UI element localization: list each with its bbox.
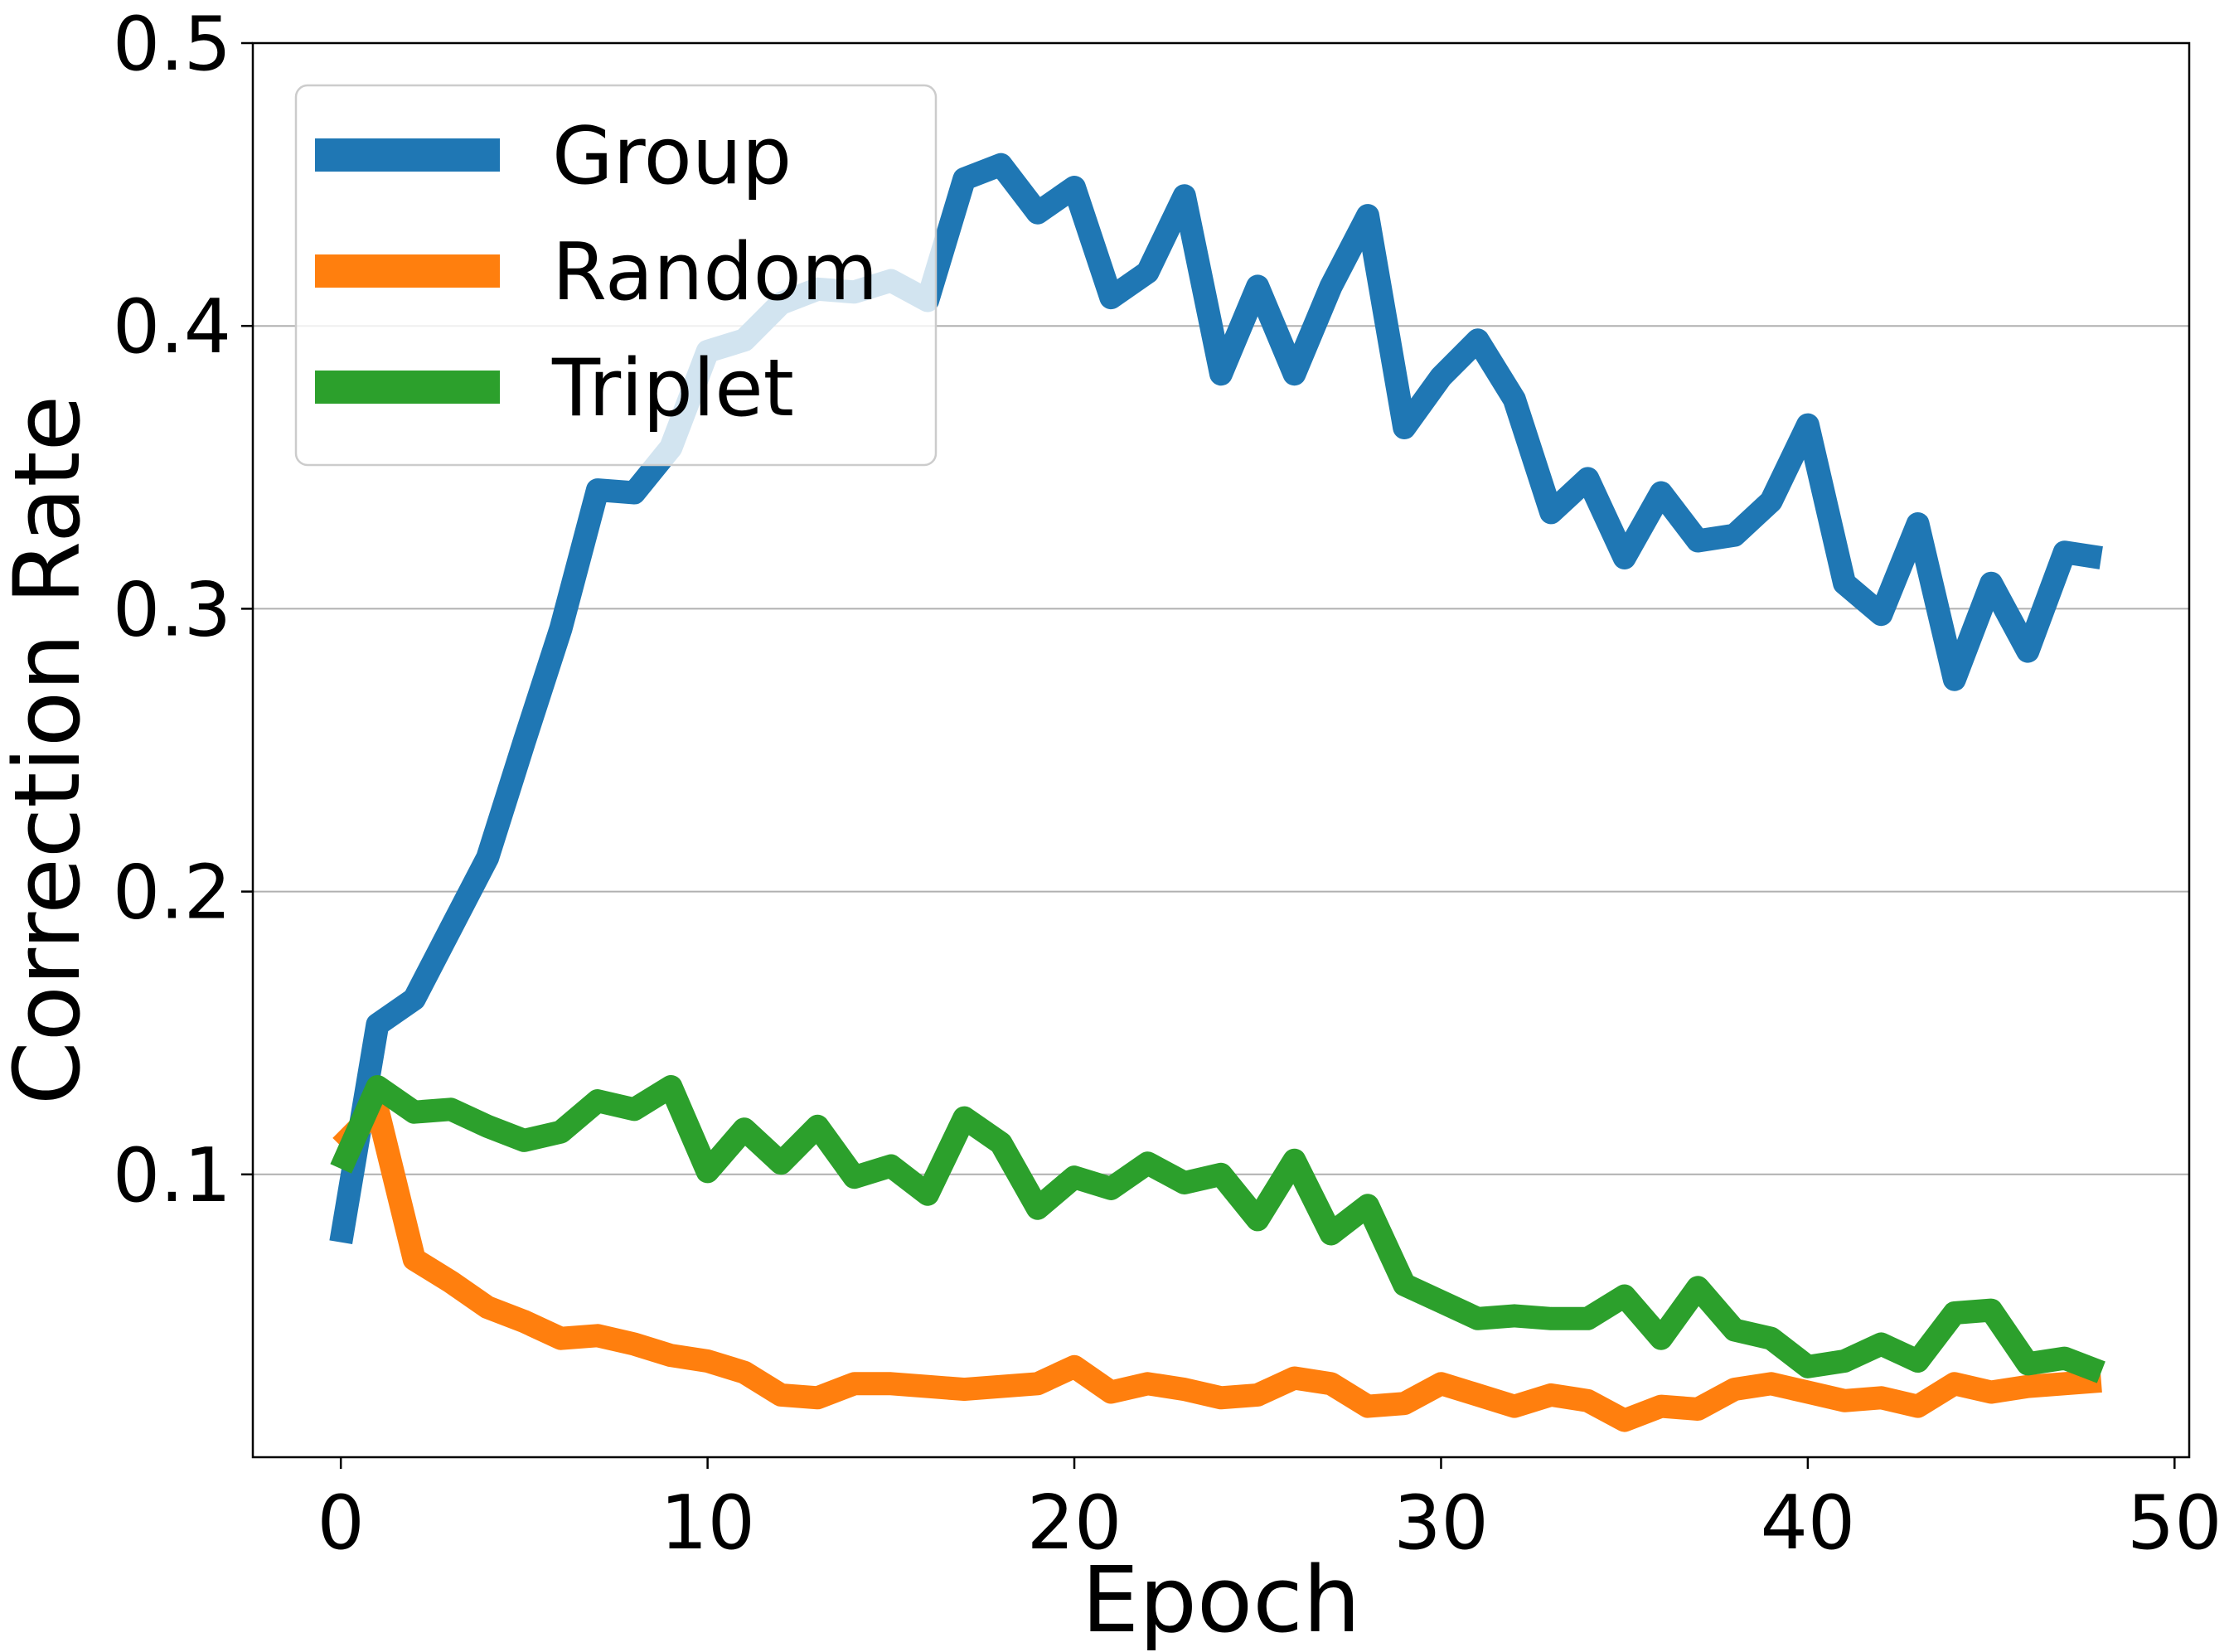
series-line-group xyxy=(329,153,2103,1245)
x-tick-label: 50 xyxy=(2127,1480,2222,1567)
x-tick-label: 40 xyxy=(1761,1480,1856,1567)
y-axis: 0.1 0.2 0.3 0.4 0.5 xyxy=(113,1,253,1219)
y-tick-label: 0.3 xyxy=(113,566,231,653)
legend: Group Random Triplet xyxy=(294,84,938,467)
y-axis-title: Correction Rate xyxy=(0,395,100,1105)
y-tick-label: 0.4 xyxy=(113,283,231,371)
y-tick-label: 0.5 xyxy=(113,1,231,88)
legend-label-group: Group xyxy=(552,111,792,202)
x-tick-label: 0 xyxy=(317,1480,365,1567)
y-tick-label: 0.1 xyxy=(113,1132,231,1219)
x-tick-label: 20 xyxy=(1027,1480,1122,1567)
series-lines xyxy=(329,153,2105,1432)
legend-items: Group Random Triplet xyxy=(315,111,878,434)
x-axis-title: Epoch xyxy=(1082,1547,1361,1652)
x-tick-label: 30 xyxy=(1393,1480,1489,1567)
y-tick-label: 0.2 xyxy=(113,850,231,937)
series-line-triplet xyxy=(330,1075,2105,1383)
plot-frame xyxy=(251,41,2191,1459)
series-line-random xyxy=(332,1097,2102,1432)
x-tick-label: 10 xyxy=(660,1480,755,1567)
legend-label-random: Random xyxy=(552,227,878,318)
legend-box xyxy=(294,84,938,467)
legend-label-triplet: Triplet xyxy=(551,343,794,434)
x-axis: 0 10 20 30 40 50 xyxy=(317,1457,2222,1567)
